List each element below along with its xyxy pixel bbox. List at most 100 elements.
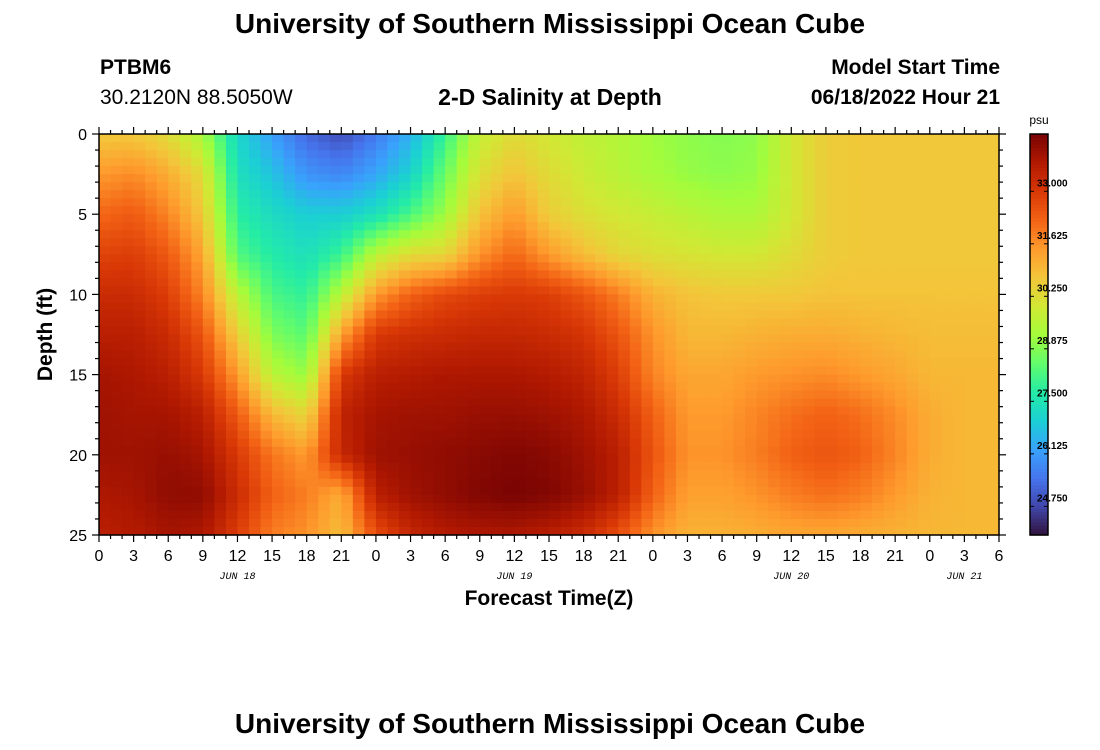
heatmap-cell: [929, 254, 942, 263]
heatmap-cell: [560, 382, 573, 392]
heatmap-cell: [399, 398, 412, 408]
heatmap-cell: [733, 326, 746, 336]
heatmap-cell: [456, 318, 469, 328]
heatmap-cell: [502, 406, 515, 416]
heatmap-cell: [179, 374, 192, 384]
heatmap-cell: [595, 254, 608, 263]
heatmap-cell: [433, 158, 446, 167]
heatmap-cell: [906, 366, 919, 376]
heatmap-cell: [952, 214, 965, 223]
heatmap-cell: [560, 262, 573, 271]
heatmap-cell: [225, 438, 239, 448]
heatmap-cell: [549, 462, 562, 472]
heatmap-cell: [99, 342, 112, 352]
heatmap-cell: [710, 174, 723, 183]
heatmap-cell: [295, 390, 308, 400]
heatmap-cell: [525, 342, 539, 352]
heatmap-cell: [941, 390, 954, 400]
heatmap-cell: [860, 262, 873, 271]
heatmap-cell: [768, 214, 781, 223]
heatmap-cell: [410, 246, 423, 255]
heatmap-cell: [837, 382, 850, 392]
heatmap-cell: [802, 294, 815, 304]
heatmap-cell: [975, 286, 989, 295]
heatmap-cell: [514, 190, 527, 199]
heatmap-cell: [422, 470, 435, 480]
heatmap-cell: [883, 494, 896, 504]
colorbar-segment: [1030, 321, 1048, 326]
heatmap-cell: [410, 366, 423, 376]
heatmap-cell: [814, 334, 827, 344]
heatmap-cell: [768, 510, 781, 520]
heatmap-cell: [514, 502, 527, 512]
heatmap-cell: [156, 174, 169, 183]
heatmap-cell: [99, 454, 112, 464]
heatmap-cell: [179, 502, 192, 512]
heatmap-cell: [595, 382, 608, 392]
heatmap-cell: [756, 254, 769, 263]
heatmap-cell: [341, 486, 354, 496]
heatmap-cell: [375, 222, 389, 231]
heatmap-cell: [872, 350, 885, 360]
heatmap-cell: [572, 262, 585, 271]
colorbar-segment: [1030, 391, 1048, 396]
heatmap-cell: [145, 310, 158, 320]
heatmap-cell: [433, 438, 446, 448]
heatmap-cell: [375, 246, 389, 255]
heatmap-cell: [733, 294, 746, 304]
heatmap-cell: [595, 206, 608, 215]
heatmap-cell: [272, 438, 285, 448]
heatmap-cell: [687, 430, 700, 440]
heatmap-cell: [583, 150, 596, 159]
heatmap-cell: [872, 190, 885, 199]
heatmap-cell: [283, 334, 296, 344]
heatmap-cell: [537, 518, 550, 528]
heatmap-cell: [791, 390, 804, 400]
heatmap-cell: [964, 134, 977, 143]
heatmap-cell: [722, 486, 735, 496]
heatmap-cell: [560, 174, 573, 183]
heatmap-cell: [110, 438, 123, 448]
heatmap-cell: [883, 358, 896, 368]
heatmap-cell: [641, 278, 654, 287]
heatmap-cell: [341, 230, 354, 239]
colorbar-segment: [1030, 371, 1048, 376]
heatmap-cell: [952, 398, 965, 408]
heatmap-cell: [260, 174, 273, 183]
heatmap-cell: [572, 422, 585, 432]
heatmap-cell: [733, 134, 746, 143]
heatmap-cell: [733, 374, 746, 384]
heatmap-cell: [318, 478, 331, 488]
heatmap-cell: [260, 286, 273, 295]
heatmap-cell: [364, 366, 377, 376]
heatmap-cell: [491, 374, 504, 384]
heatmap-cell: [514, 142, 527, 151]
heatmap-cell: [687, 262, 700, 271]
heatmap-cell: [168, 182, 181, 191]
heatmap-cell: [202, 206, 215, 215]
heatmap-cell: [860, 518, 873, 528]
heatmap-cell: [445, 286, 458, 295]
heatmap-cell: [283, 198, 296, 207]
heatmap-cell: [410, 286, 423, 295]
colorbar-segment: [1030, 294, 1048, 299]
heatmap-cell: [502, 374, 515, 384]
heatmap-cell: [537, 214, 550, 223]
heatmap-cell: [906, 190, 919, 199]
heatmap-cell: [295, 230, 308, 239]
heatmap-cell: [918, 246, 931, 255]
heatmap-cell: [929, 526, 942, 536]
heatmap-cell: [422, 358, 435, 368]
heatmap-cell: [975, 510, 989, 520]
heatmap-cell: [883, 190, 896, 199]
heatmap-cell: [283, 478, 296, 488]
heatmap-cell: [283, 494, 296, 504]
heatmap-cell: [329, 438, 342, 448]
heatmap-cell: [295, 470, 308, 480]
heatmap-cell: [687, 182, 700, 191]
heatmap-cell: [768, 478, 781, 488]
heatmap-cell: [479, 166, 492, 175]
heatmap-cell: [768, 462, 781, 472]
heatmap-cell: [468, 342, 481, 352]
heatmap-cell: [756, 222, 769, 231]
